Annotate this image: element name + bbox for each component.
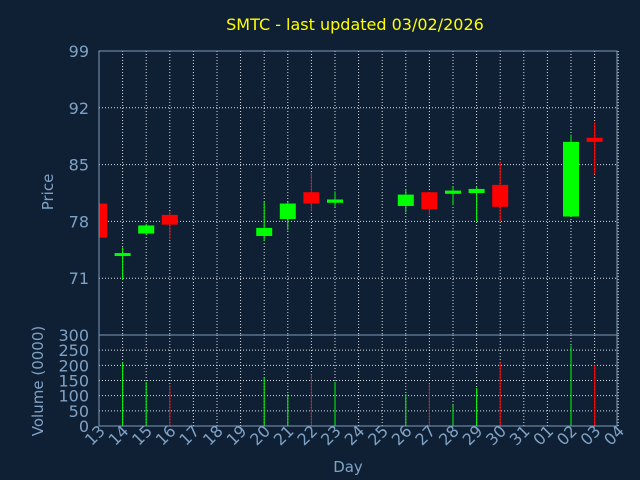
x-axis-label: Day bbox=[333, 458, 363, 476]
price-tick-label: 85 bbox=[69, 156, 89, 175]
candle-body bbox=[421, 192, 438, 210]
volume-tick-label: 300 bbox=[58, 326, 89, 345]
chart-title: SMTC - last updated 03/02/2026 bbox=[226, 15, 484, 34]
candle-body bbox=[397, 194, 414, 206]
candle-body bbox=[586, 137, 603, 142]
candle-body bbox=[99, 203, 107, 238]
price-tick-label: 92 bbox=[69, 99, 89, 118]
price-tick-label: 78 bbox=[69, 212, 89, 231]
candle-body bbox=[256, 227, 273, 237]
volume-tick-label: 0 bbox=[79, 417, 89, 436]
price-panel: 71 78 85 92 99 bbox=[69, 42, 619, 336]
candle-body bbox=[468, 188, 485, 193]
volume-tick-label: 50 bbox=[69, 402, 89, 421]
volume-tick-label: 150 bbox=[58, 372, 89, 391]
volume-tick-label: 250 bbox=[58, 341, 89, 360]
volume-axis-label: Volume (0000) bbox=[29, 326, 47, 436]
candle-body bbox=[279, 203, 296, 219]
price-axis-label: Price bbox=[39, 174, 57, 211]
candle-body bbox=[492, 184, 509, 207]
volume-tick-label: 200 bbox=[58, 356, 89, 375]
candle-body bbox=[138, 225, 155, 234]
price-tick-label: 71 bbox=[69, 269, 89, 288]
candle-body bbox=[161, 214, 178, 225]
candle-body bbox=[327, 199, 343, 203]
candle-body bbox=[114, 253, 131, 257]
volume-plot-frame bbox=[98, 334, 618, 427]
x-tick-labels: 1314151617181920212223242526272829303101… bbox=[81, 421, 628, 449]
volume-tick-label: 100 bbox=[58, 387, 89, 406]
candle-body bbox=[445, 190, 461, 194]
candle-body bbox=[563, 141, 579, 217]
price-tick-label: 99 bbox=[69, 42, 89, 61]
candle-body bbox=[303, 192, 320, 204]
